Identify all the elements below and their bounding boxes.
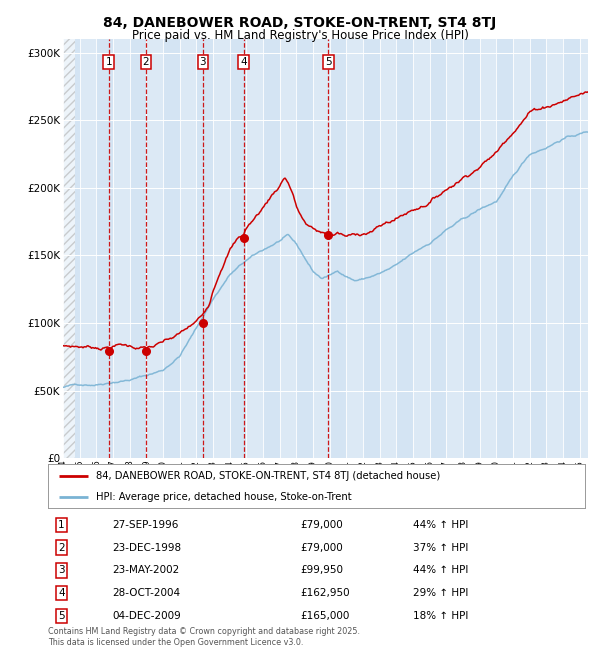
Bar <box>130 39 146 458</box>
Text: 3: 3 <box>58 566 65 575</box>
Bar <box>463 39 479 458</box>
Text: Price paid vs. HM Land Registry's House Price Index (HPI): Price paid vs. HM Land Registry's House … <box>131 29 469 42</box>
Text: 37% ↑ HPI: 37% ↑ HPI <box>413 543 469 552</box>
Text: 18% ↑ HPI: 18% ↑ HPI <box>413 611 469 621</box>
Bar <box>63 39 74 458</box>
Bar <box>563 39 580 458</box>
Bar <box>263 39 280 458</box>
Bar <box>329 39 346 458</box>
Text: Contains HM Land Registry data © Crown copyright and database right 2025.
This d: Contains HM Land Registry data © Crown c… <box>48 627 360 647</box>
Bar <box>63 39 80 458</box>
Bar <box>397 39 413 458</box>
Bar <box>296 39 313 458</box>
Text: HPI: Average price, detached house, Stoke-on-Trent: HPI: Average price, detached house, Stok… <box>97 492 352 502</box>
Text: 23-MAY-2002: 23-MAY-2002 <box>112 566 179 575</box>
Text: 44% ↑ HPI: 44% ↑ HPI <box>413 566 469 575</box>
Bar <box>363 39 380 458</box>
Bar <box>196 39 213 458</box>
Text: £165,000: £165,000 <box>301 611 350 621</box>
Text: 29% ↑ HPI: 29% ↑ HPI <box>413 588 469 598</box>
Bar <box>230 39 247 458</box>
Text: 04-DEC-2009: 04-DEC-2009 <box>112 611 181 621</box>
Text: 23-DEC-1998: 23-DEC-1998 <box>112 543 182 552</box>
Text: 5: 5 <box>325 57 332 67</box>
Text: 5: 5 <box>58 611 65 621</box>
Text: 1: 1 <box>106 57 112 67</box>
Text: £79,000: £79,000 <box>301 520 343 530</box>
Text: 2: 2 <box>143 57 149 67</box>
Text: £162,950: £162,950 <box>301 588 350 598</box>
Text: 28-OCT-2004: 28-OCT-2004 <box>112 588 181 598</box>
Text: 4: 4 <box>240 57 247 67</box>
Text: 1: 1 <box>58 520 65 530</box>
Text: 3: 3 <box>200 57 206 67</box>
Text: 44% ↑ HPI: 44% ↑ HPI <box>413 520 469 530</box>
Bar <box>530 39 547 458</box>
Bar <box>97 39 113 458</box>
Text: 27-SEP-1996: 27-SEP-1996 <box>112 520 179 530</box>
Bar <box>430 39 446 458</box>
Bar <box>163 39 179 458</box>
Text: 84, DANEBOWER ROAD, STOKE-ON-TRENT, ST4 8TJ: 84, DANEBOWER ROAD, STOKE-ON-TRENT, ST4 … <box>103 16 497 31</box>
Text: £79,000: £79,000 <box>301 543 343 552</box>
Text: 2: 2 <box>58 543 65 552</box>
Bar <box>496 39 513 458</box>
Text: £99,950: £99,950 <box>301 566 343 575</box>
Text: 4: 4 <box>58 588 65 598</box>
Text: 84, DANEBOWER ROAD, STOKE-ON-TRENT, ST4 8TJ (detached house): 84, DANEBOWER ROAD, STOKE-ON-TRENT, ST4 … <box>97 471 440 482</box>
